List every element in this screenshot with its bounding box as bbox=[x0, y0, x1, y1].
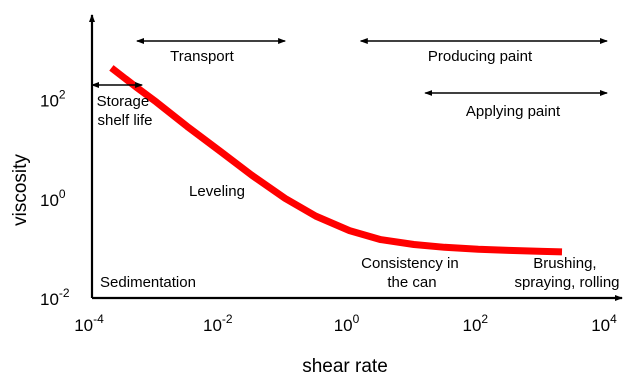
application-line-2: spraying, rolling bbox=[514, 274, 619, 291]
x-tick-label-1: 10-2 bbox=[203, 312, 233, 335]
y-tick-label-2-exponent: 2 bbox=[59, 88, 66, 102]
x-tick-label-2-exponent: 0 bbox=[353, 312, 360, 326]
consistency-label: Consistency in the can bbox=[361, 255, 463, 291]
applying-paint-label: Applying paint bbox=[466, 103, 561, 120]
y-tick-label-1-base: 10 bbox=[40, 191, 59, 210]
x-tick-label-3-exponent: 2 bbox=[481, 312, 488, 326]
x-tick-label-0-base: 10 bbox=[74, 316, 93, 335]
viscosity-curve bbox=[109, 65, 563, 256]
transport-range: Transport bbox=[136, 38, 287, 65]
x-tick-labels: 10-4 10-2 100 102 104 bbox=[74, 312, 617, 335]
transport-label: Transport bbox=[170, 48, 234, 65]
y-axis-label: viscosity bbox=[10, 154, 31, 226]
y-tick-label-2: 102 bbox=[40, 88, 66, 111]
x-tick-label-4-exponent: 4 bbox=[610, 312, 617, 326]
x-tick-label-0: 10-4 bbox=[74, 312, 104, 335]
x-tick-label-1-base: 10 bbox=[203, 316, 222, 335]
x-tick-label-4-base: 10 bbox=[591, 316, 610, 335]
x-tick-label-3-base: 10 bbox=[462, 316, 481, 335]
y-tick-label-2-base: 10 bbox=[40, 92, 59, 111]
y-tick-label-1-exponent: 0 bbox=[59, 187, 66, 201]
storage-line-2: shelf life bbox=[97, 112, 152, 129]
storage-line-1: Storage bbox=[97, 93, 150, 110]
x-tick-label-2-base: 10 bbox=[334, 316, 353, 335]
x-tick-label-4: 104 bbox=[591, 312, 617, 335]
application-methods-label: Brushing, spraying, rolling bbox=[514, 255, 619, 291]
y-tick-label-1: 100 bbox=[40, 187, 66, 210]
y-tick-label-0-base: 10 bbox=[40, 290, 59, 309]
x-tick-label-0-exponent: -4 bbox=[93, 312, 104, 326]
y-tick-label-0: 10-2 bbox=[40, 286, 70, 309]
sedimentation-label: Sedimentation bbox=[100, 274, 196, 291]
application-line-1: Brushing, bbox=[533, 255, 596, 272]
applying-paint-range: Applying paint bbox=[424, 90, 608, 120]
producing-paint-range: Producing paint bbox=[359, 38, 608, 65]
consistency-line-2: the can bbox=[387, 274, 436, 291]
leveling-label: Leveling bbox=[189, 183, 245, 200]
consistency-line-1: Consistency in bbox=[361, 255, 459, 272]
x-axis-label: shear rate bbox=[302, 356, 388, 374]
x-tick-label-2: 100 bbox=[334, 312, 360, 335]
producing-paint-label: Producing paint bbox=[428, 48, 533, 65]
x-tick-label-1-exponent: -2 bbox=[222, 312, 233, 326]
storage-shelf-life-label: Storage shelf life bbox=[97, 93, 154, 129]
x-tick-label-3: 102 bbox=[462, 312, 488, 335]
y-tick-label-0-exponent: -2 bbox=[59, 286, 70, 300]
